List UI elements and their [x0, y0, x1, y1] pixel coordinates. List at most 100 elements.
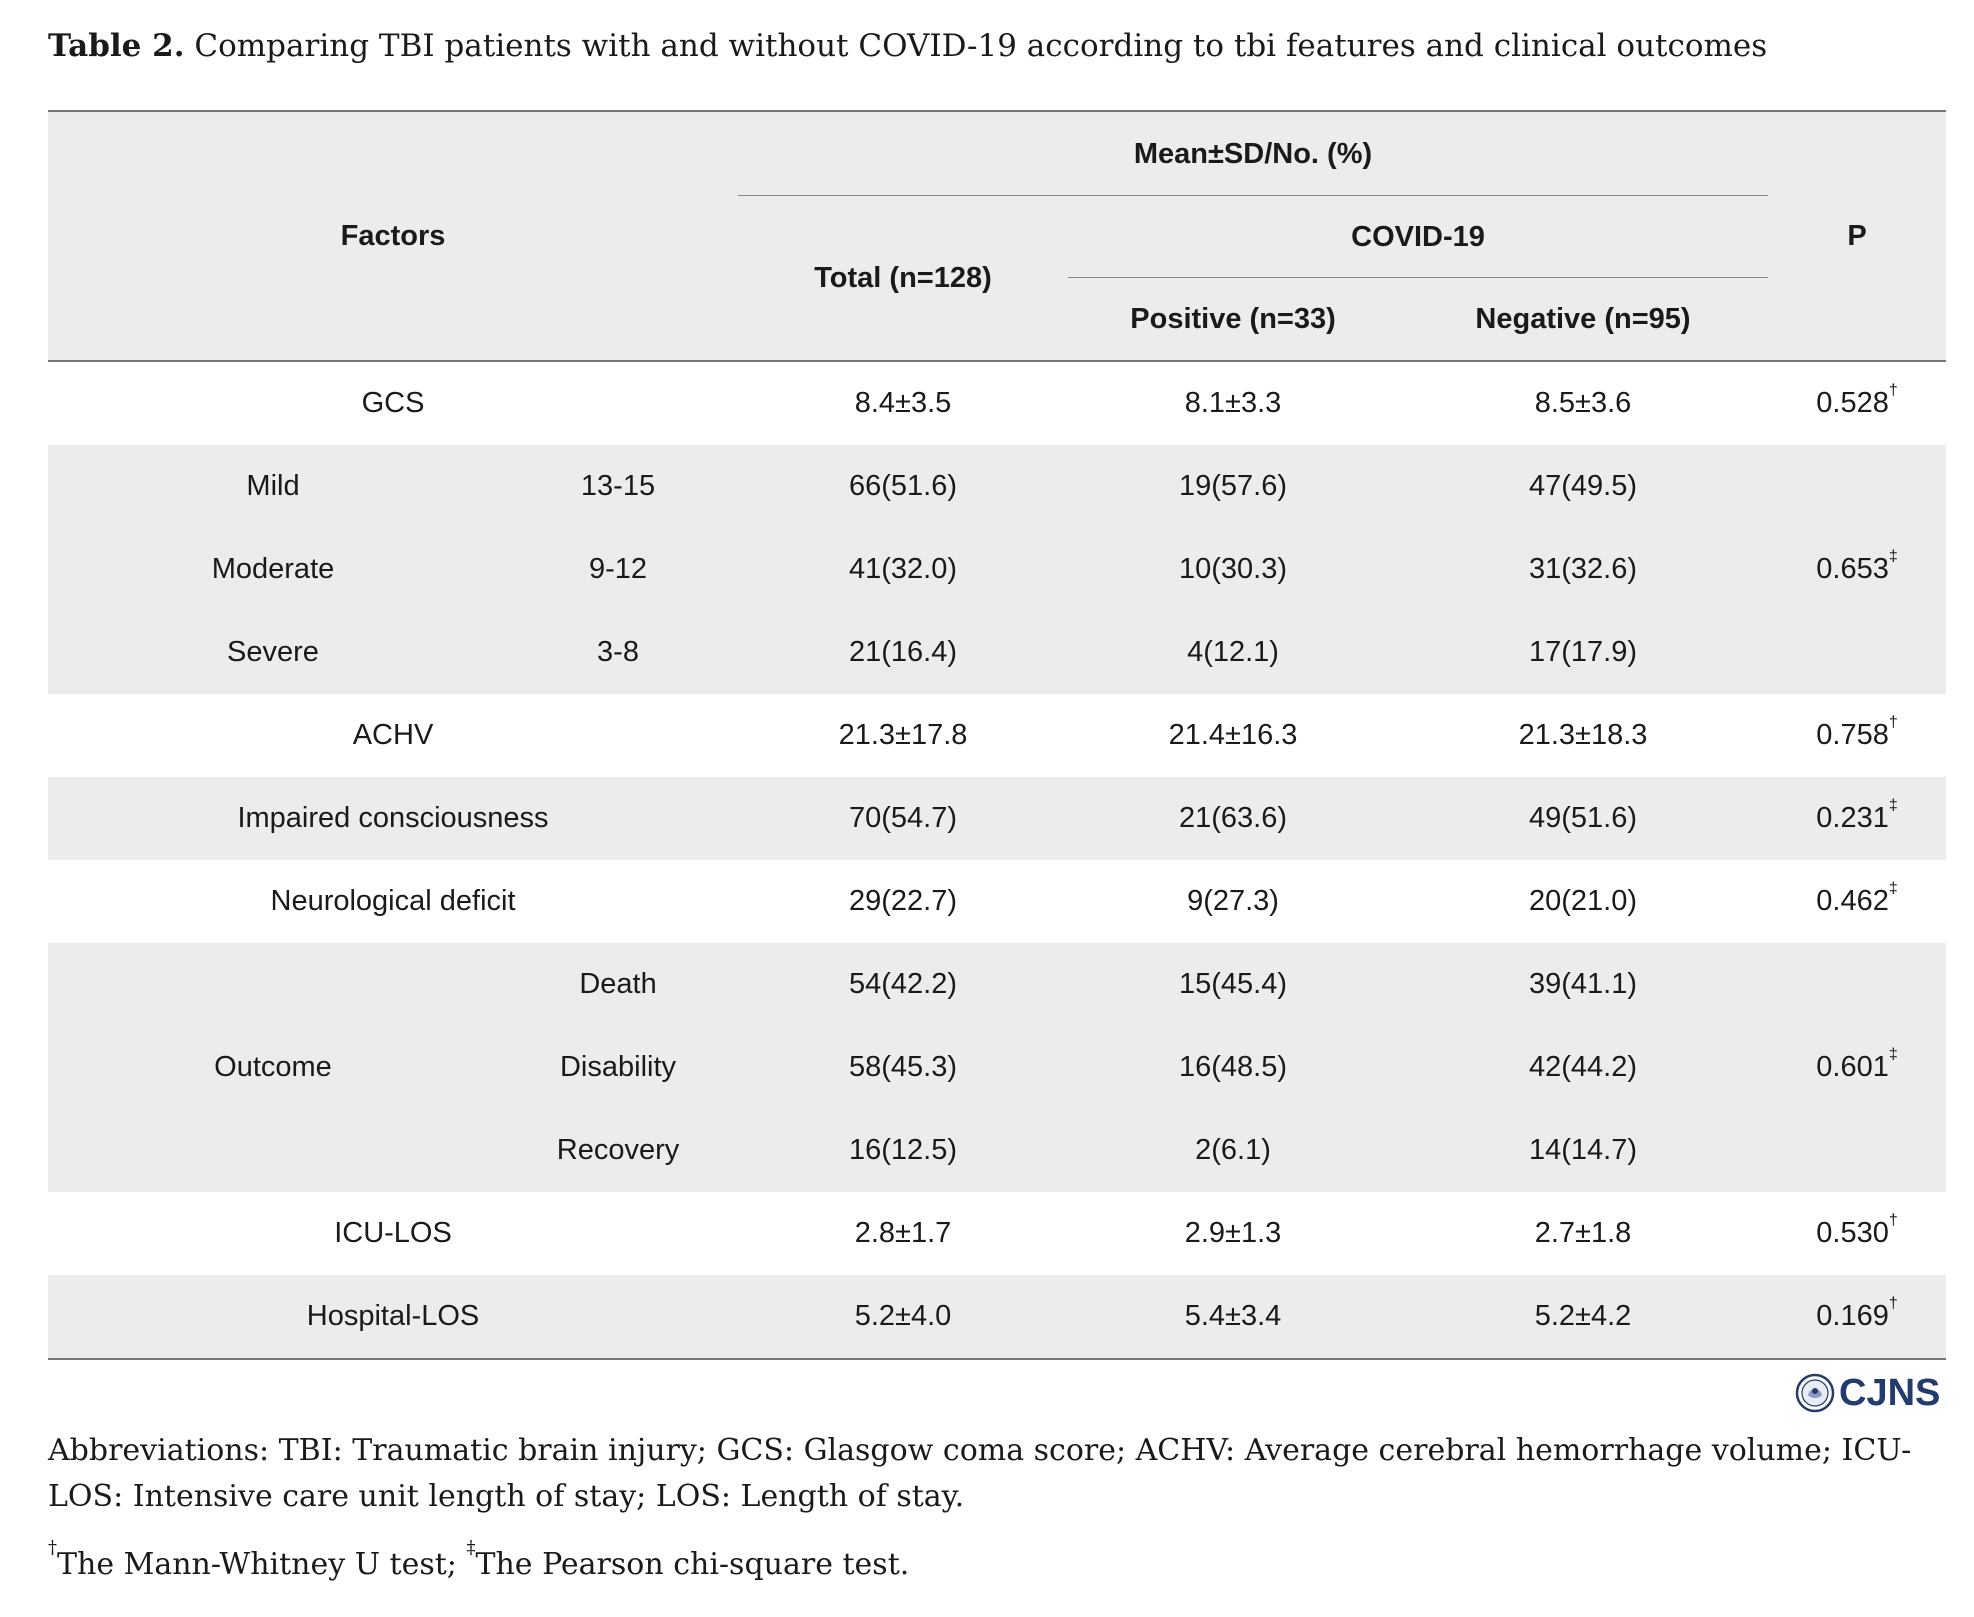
cell-total: 5.2±4.0	[738, 1275, 1069, 1360]
cell-total: 58(45.3)	[738, 1026, 1069, 1109]
row-range: 9-12	[498, 528, 739, 611]
table-row: Disability 58(45.3) 16(48.5) 42(44.2)	[48, 1026, 1946, 1109]
cell-total: 16(12.5)	[738, 1109, 1069, 1192]
table-row: Severe 3-8 21(16.4) 4(12.1) 17(17.9)	[48, 611, 1946, 694]
table-row: Outcome Death 54(42.2) 15(45.4) 39(41.1)…	[48, 943, 1947, 1192]
cell-positive: 2(6.1)	[1068, 1109, 1399, 1192]
footnote-mark: ‡	[1888, 548, 1898, 565]
row-label: Hospital-LOS	[48, 1275, 739, 1360]
cell-positive: 4(12.1)	[1068, 611, 1399, 694]
row-label: Impaired consciousness	[48, 777, 739, 860]
footnote-mark: ‡	[466, 1537, 476, 1558]
cell-p: 0.601‡	[1768, 943, 1947, 1192]
table-row: Recovery 16(12.5) 2(6.1) 14(14.7)	[48, 1109, 1946, 1192]
cell-p: 0.169†	[1768, 1275, 1947, 1360]
cell-positive: 8.1±3.3	[1068, 361, 1399, 445]
footnote-mark: †	[1888, 714, 1898, 731]
abbreviations-note: Abbreviations: TBI: Traumatic brain inju…	[48, 1433, 1912, 1514]
footnote-mark: ‡	[1888, 797, 1898, 814]
cell-negative: 47(49.5)	[1398, 445, 1769, 528]
header-total: Total (n=128)	[738, 196, 1069, 362]
table-label: Table 2.	[48, 28, 185, 64]
footnote-test1: The Mann-Whitney U test;	[57, 1547, 467, 1582]
header-negative: Negative (n=95)	[1398, 278, 1769, 362]
footnote: †The Mann-Whitney U test; ‡The Pearson c…	[48, 1539, 1948, 1588]
journal-seal-icon	[1795, 1373, 1835, 1413]
header-mean-sd: Mean±SD/No. (%)	[738, 111, 1769, 196]
journal-logo-text: CJNS	[1839, 1371, 1941, 1414]
table-body: GCS 8.4±3.5 8.1±3.3 8.5±3.6 0.528† Mild …	[48, 361, 1947, 1360]
table-row: ACHV 21.3±17.8 21.4±16.3 21.3±18.3 0.758…	[48, 694, 1947, 777]
footnote-mark: †	[1888, 382, 1898, 399]
row-sublabel: Disability	[498, 1026, 739, 1109]
table-row: ICU-LOS 2.8±1.7 2.9±1.3 2.7±1.8 0.530†	[48, 1192, 1947, 1275]
footnote-test2: The Pearson chi-square test.	[475, 1547, 910, 1582]
cell-total: 2.8±1.7	[738, 1192, 1069, 1275]
table-row: Impaired consciousness 70(54.7) 21(63.6)…	[48, 777, 1947, 860]
cell-positive: 21(63.6)	[1068, 777, 1399, 860]
cell-positive: 9(27.3)	[1068, 860, 1399, 943]
row-label: ACHV	[48, 694, 739, 777]
cell-positive: 15(45.4)	[1068, 943, 1399, 1026]
row-label: Neurological deficit	[48, 860, 739, 943]
table-row: GCS 8.4±3.5 8.1±3.3 8.5±3.6 0.528†	[48, 361, 1947, 445]
row-label: Mild	[48, 445, 498, 528]
table-row: Mild 13-15 66(51.6) 19(57.6) 47(49.5) 0.…	[48, 445, 1947, 694]
cell-negative: 49(51.6)	[1398, 777, 1769, 860]
header-factors: Factors	[48, 111, 739, 362]
row-label: GCS	[48, 361, 739, 445]
row-label: ICU-LOS	[48, 1192, 739, 1275]
cell-positive: 19(57.6)	[1068, 445, 1399, 528]
header-covid: COVID-19	[1068, 196, 1769, 278]
row-sublabel: Recovery	[498, 1109, 739, 1192]
cell-p: 0.758†	[1768, 694, 1947, 777]
cell-total: 21.3±17.8	[738, 694, 1069, 777]
cell-positive: 21.4±16.3	[1068, 694, 1399, 777]
cell-p: 0.528†	[1768, 361, 1947, 445]
row-range: 3-8	[498, 611, 739, 694]
table-container: Factors Mean±SD/No. (%) P Total (n=128) …	[48, 110, 1947, 1360]
cell-total: 8.4±3.5	[738, 361, 1069, 445]
table-header: Factors Mean±SD/No. (%) P Total (n=128) …	[48, 111, 1947, 362]
cell-negative: 39(41.1)	[1398, 943, 1769, 1026]
cell-negative: 8.5±3.6	[1398, 361, 1769, 445]
cell-total: 41(32.0)	[738, 528, 1069, 611]
footnote-mark: ‡	[1888, 1046, 1898, 1063]
cell-total: 21(16.4)	[738, 611, 1069, 694]
cell-p: 0.462‡	[1768, 860, 1947, 943]
cell-total: 29(22.7)	[738, 860, 1069, 943]
cell-negative: 20(21.0)	[1398, 860, 1769, 943]
table-row: Neurological deficit 29(22.7) 9(27.3) 20…	[48, 860, 1947, 943]
footnote-mark: †	[1888, 1295, 1898, 1312]
footnote-mark: †	[48, 1537, 57, 1558]
cell-negative: 31(32.6)	[1398, 528, 1769, 611]
cell-negative: 42(44.2)	[1398, 1026, 1769, 1109]
cell-total: 70(54.7)	[738, 777, 1069, 860]
footnote-mark: ‡	[1888, 880, 1898, 897]
cell-total: 54(42.2)	[738, 943, 1069, 1026]
row-label: Outcome	[48, 943, 498, 1192]
cell-p: 0.530†	[1768, 1192, 1947, 1275]
header-positive: Positive (n=33)	[1068, 278, 1399, 362]
cell-negative: 17(17.9)	[1398, 611, 1769, 694]
journal-logo: CJNS	[1795, 1370, 1940, 1416]
cell-negative: 21.3±18.3	[1398, 694, 1769, 777]
cell-positive: 2.9±1.3	[1068, 1192, 1399, 1275]
table-title: Comparing TBI patients with and without …	[194, 28, 1768, 64]
cell-total: 66(51.6)	[738, 445, 1069, 528]
cell-negative: 2.7±1.8	[1398, 1192, 1769, 1275]
header-p: P	[1768, 111, 1947, 362]
row-label: Moderate	[48, 528, 498, 611]
cell-p: 0.231‡	[1768, 777, 1947, 860]
row-sublabel: Death	[498, 943, 739, 1026]
cell-negative: 14(14.7)	[1398, 1109, 1769, 1192]
results-table: Factors Mean±SD/No. (%) P Total (n=128) …	[48, 110, 1947, 1360]
cell-p: 0.653‡	[1768, 445, 1947, 694]
cell-negative: 5.2±4.2	[1398, 1275, 1769, 1360]
cell-positive: 16(48.5)	[1068, 1026, 1399, 1109]
table-row: Moderate 9-12 41(32.0) 10(30.3) 31(32.6)	[48, 528, 1946, 611]
row-range: 13-15	[498, 445, 739, 528]
cell-positive: 5.4±3.4	[1068, 1275, 1399, 1360]
footnote-mark: †	[1888, 1212, 1898, 1229]
table-caption: Table 2. Comparing TBI patients with and…	[48, 28, 1948, 64]
